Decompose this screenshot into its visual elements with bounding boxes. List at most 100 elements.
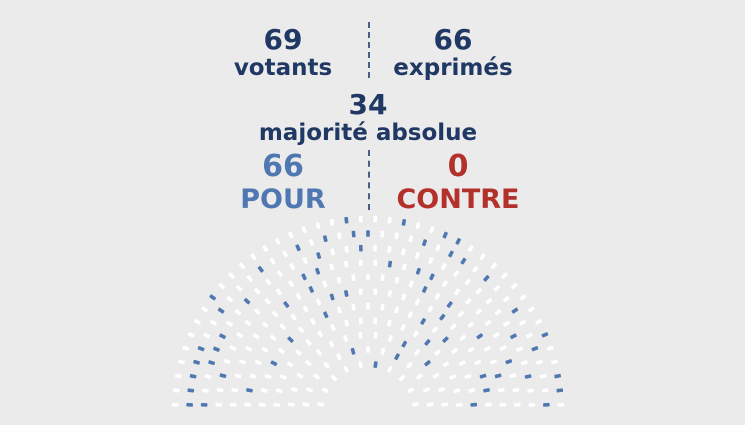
seat-pour [186,402,193,407]
seat-empty [330,324,336,331]
seat-empty [366,302,370,310]
seat-empty [204,374,212,379]
seat-empty [358,361,363,368]
seat-empty [501,272,508,279]
seat-empty [216,387,224,393]
seat-pour [429,273,435,281]
seat-empty [203,332,211,339]
seat-pour [446,301,453,308]
seat-empty [174,373,182,379]
seat-empty [502,295,510,303]
seat-empty [313,373,320,380]
seat-empty [458,360,466,367]
seat-empty [406,361,413,369]
seat-empty [351,274,356,282]
seat-pour [219,373,227,379]
seat-empty [234,309,242,316]
seat-empty [550,359,558,365]
seat-empty [358,288,363,296]
seat-empty [276,270,283,278]
seat-pour [308,286,315,293]
seat-empty [490,262,498,270]
seat-empty [492,332,500,339]
seat-empty [459,334,467,341]
pour-label: POUR [240,184,326,215]
seat-empty [453,270,460,278]
seat-empty [317,402,324,407]
seat-empty [434,292,441,300]
seat-pour [401,340,408,348]
seat-empty [229,345,237,351]
seat-empty [258,402,266,407]
seat-pour [187,388,195,393]
seat-empty [472,265,479,273]
seat-empty [286,361,294,368]
seat-empty [408,235,414,243]
seat-empty [302,257,308,264]
seat-empty [528,306,535,313]
seat-pour [323,311,329,319]
seat-empty [244,402,252,407]
seat-pour [344,290,349,297]
seat-empty [467,245,474,252]
seat-empty [329,263,335,271]
seat-empty [296,372,304,379]
seat-empty [343,334,349,342]
seat-empty [271,310,279,318]
seat-empty [484,319,492,327]
seat-empty [302,402,310,407]
seat-empty [528,402,536,407]
seat-empty [435,244,441,252]
seat-empty [497,387,505,393]
seat-empty [295,349,302,356]
seat-empty [249,373,257,379]
seat-empty [442,361,450,368]
seat-empty [322,280,328,288]
seat-empty [234,373,242,379]
seat-empty [308,239,314,247]
seat-empty [415,222,421,230]
seat-empty [238,262,246,270]
seat-empty [328,340,335,348]
seat-empty [297,326,305,334]
seat-pour [301,273,307,281]
contre-count: 0 [447,149,469,184]
seat-pour [387,260,393,268]
seat-empty [239,359,247,365]
seat-pour [350,347,356,355]
seat-empty [315,298,322,306]
seat-pour [287,336,294,343]
seat-empty [229,402,237,407]
seat-empty [343,365,350,373]
seat-empty [464,278,471,286]
seat-empty [254,359,262,366]
seat-empty [336,276,342,284]
seat-empty [265,278,272,286]
seat-empty [387,290,392,297]
seat-empty [226,295,234,303]
seat-empty [275,388,283,393]
seat-empty [246,275,253,282]
seat-empty [253,308,261,315]
seat-empty [413,349,420,356]
seat-pour [315,267,321,275]
seat-empty [441,280,448,288]
seat-pour [316,252,322,260]
seat-empty [400,324,406,331]
seat-pour [424,339,431,346]
seat-empty [449,374,456,380]
seat-empty [394,232,399,240]
seat-pour [556,388,564,393]
seat-empty [305,360,312,367]
seat-empty [380,303,385,311]
seat-empty [455,402,463,407]
seat-pour [494,373,502,379]
seat-empty [467,321,475,328]
seat-empty [289,263,296,270]
seat-empty [499,402,507,407]
seat-empty [215,402,222,407]
seat-empty [290,387,298,393]
seat-empty [427,305,434,313]
seat-pour [283,301,290,308]
seat-empty [288,280,295,288]
